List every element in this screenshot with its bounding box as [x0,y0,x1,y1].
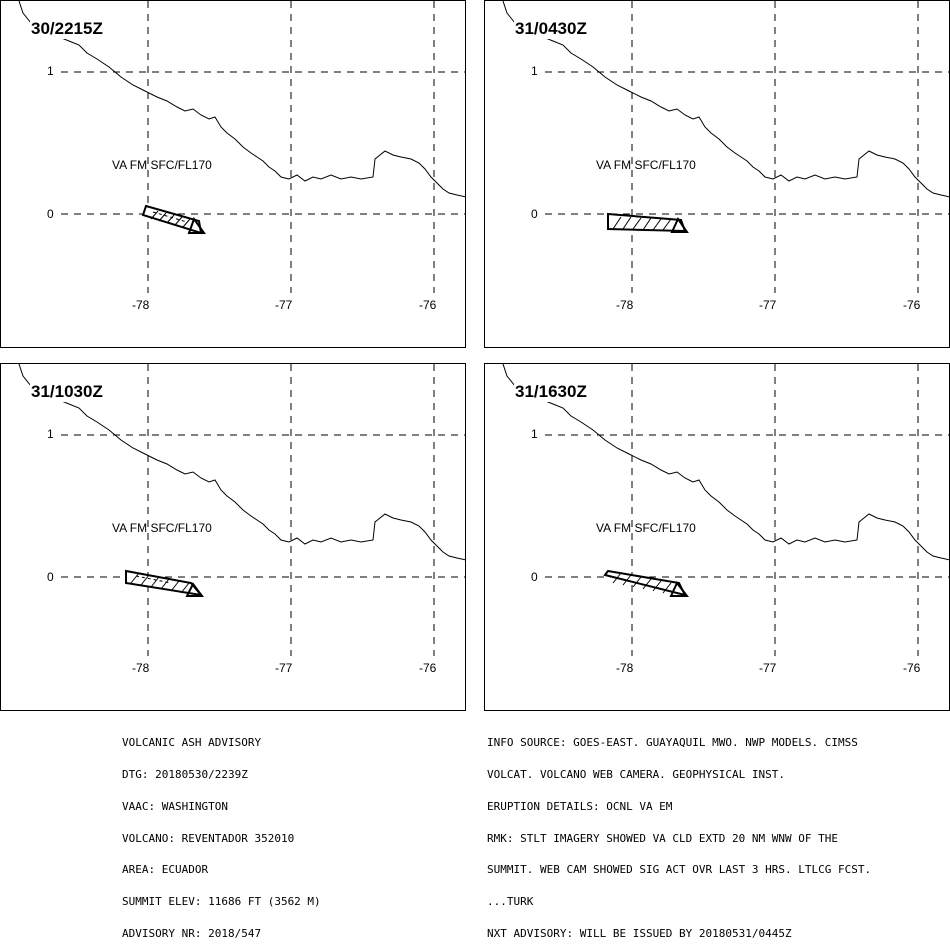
coastline [502,1,949,198]
advisory-line: ERUPTION DETAILS: OCNL VA EM [487,799,673,813]
x-tick-label: -76 [419,298,437,312]
x-tick-label: -78 [132,661,150,675]
volcano-icon [185,582,204,597]
advisory-line: AREA: ECUADOR [122,863,209,877]
x-tick-label: -77 [759,661,777,675]
x-tick-label: -78 [132,298,150,312]
coastline [18,364,465,561]
y-tick-label: 1 [47,427,54,441]
y-tick-label: 0 [531,207,538,221]
x-tick-label: -78 [616,298,634,312]
advisory-line: VAAC: WASHINGTON [122,799,228,813]
panel-time: 31/1030Z [30,382,104,402]
ash-label: VA FM SFC/FL170 [112,521,212,535]
ash-label: VA FM SFC/FL170 [596,521,696,535]
map-canvas [18,364,465,656]
y-tick-label: 0 [47,207,54,221]
panel-time: 31/0430Z [514,19,588,39]
volcano-icon [670,216,689,233]
map-canvas [502,1,949,293]
x-tick-label: -76 [903,661,921,675]
ash-cloud-polygon [603,569,690,597]
grid-lines [61,364,465,656]
advisory-line: ADVISORY NR: 2018/547 [122,926,262,940]
ash-cloud-polygon [141,204,206,235]
ash-label: VA FM SFC/FL170 [112,158,212,172]
advisory-line: INFO SOURCE: GOES-EAST. GUAYAQUIL MWO. N… [487,736,858,750]
map-canvas [502,364,949,656]
coastline [502,364,949,561]
y-tick-label: 0 [47,570,54,584]
x-tick-label: -77 [275,298,293,312]
advisory-left: VOLCANIC ASH ADVISORY DTG: 20180530/2239… [122,717,321,950]
advisory-line: DTG: 20180530/2239Z [122,767,248,781]
x-tick-label: -76 [419,661,437,675]
advisory-line: VOLCANO: REVENTADOR 352010 [122,831,295,845]
advisory-line: SUMMIT. WEB CAM SHOWED SIG ACT OVR LAST … [487,863,872,877]
advisory-line: ...TURK [487,895,534,909]
map-canvas [18,1,465,293]
advisory-line: VOLCANIC ASH ADVISORY [122,736,262,750]
map-panel: 31/0430Z VA FM SFC/FL170 1 0 -78 -77 -76 [484,0,950,348]
map-panel: 30/2215Z VA FM SFC/FL170 1 0 -78 -77 -76 [0,0,466,348]
y-tick-label: 1 [531,64,538,78]
x-tick-label: -76 [903,298,921,312]
advisory-line: SUMMIT ELEV: 11686 FT (3562 M) [122,895,321,909]
panel-time: 30/2215Z [30,19,104,39]
grid-lines [61,1,465,293]
ash-label: VA FM SFC/FL170 [596,158,696,172]
coastline [18,1,465,198]
y-tick-label: 1 [531,427,538,441]
advisory-line: VOLCAT. VOLCANO WEB CAMERA. GEOPHYSICAL … [487,767,786,781]
y-tick-label: 0 [531,570,538,584]
grid-lines [545,364,949,656]
volcano-icon [187,216,206,234]
map-panel: 31/1030Z VA FM SFC/FL170 1 0 -78 -77 -76 [0,363,466,711]
x-tick-label: -77 [275,661,293,675]
advisory-line: RMK: STLT IMAGERY SHOWED VA CLD EXTD 20 … [487,831,838,845]
advisory-right: INFO SOURCE: GOES-EAST. GUAYAQUIL MWO. N… [487,717,871,950]
grid-lines [545,1,949,293]
volcano-icon [669,581,690,597]
x-tick-label: -78 [616,661,634,675]
panel-time: 31/1630Z [514,382,588,402]
advisory-line: NXT ADVISORY: WILL BE ISSUED BY 20180531… [487,926,792,940]
map-panel: 31/1630Z VA FM SFC/FL170 1 0 -78 -77 -76 [484,363,950,711]
y-tick-label: 1 [47,64,54,78]
x-tick-label: -77 [759,298,777,312]
ash-cloud-polygon [125,569,204,597]
ash-cloud-polygon [607,212,689,233]
